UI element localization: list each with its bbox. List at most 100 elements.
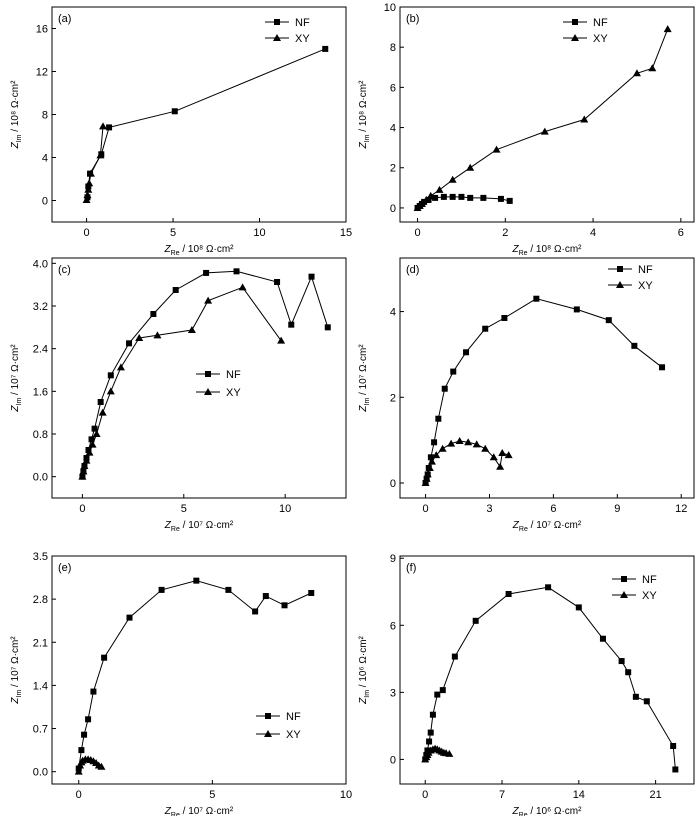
data-point-b-nf: [506, 197, 513, 204]
x-tick-label-b: 4: [590, 227, 596, 239]
data-point-c-xy: [153, 331, 162, 339]
legend-label-f: NF: [642, 574, 657, 586]
data-point-b-nf: [467, 194, 474, 201]
data-point-d-xy: [464, 438, 473, 446]
panel-c: 0 5 10 0.0 0.8 1.6 2.4 3.2 4.0 (c) ZRe / 10⁷ Ω·cm²…: [10, 257, 347, 533]
data-point-f-nf: [434, 691, 441, 698]
y-tick-label-f: 0: [390, 754, 396, 766]
data-point-c-xy: [135, 334, 144, 341]
data-point-b-nf: [449, 193, 456, 200]
data-point-a-xy: [96, 151, 105, 159]
legend-label-e: NF: [286, 711, 301, 723]
y-tick-label-b: 10: [384, 2, 396, 14]
y-tick-label-f: 3: [390, 687, 396, 699]
plot-frame-e: [51, 555, 347, 785]
x-axis-title-a: ZRe / 10⁸ Ω·cm²: [164, 244, 235, 257]
panel-a: 0 5 10 15 0 4 8 12 16 (a) ZRe / 10⁸ Ω·cm² ZIm / 10⁸…: [10, 6, 352, 257]
y-tick-label-d: 2: [390, 392, 396, 404]
x-tick-label-d: 9: [614, 503, 620, 515]
x-tick-label-a: 10: [253, 227, 265, 239]
legend-marker-b: [572, 19, 578, 25]
data-point-e-nf: [85, 716, 92, 723]
y-tick-label-c: 1.6: [33, 386, 48, 398]
x-tick-label-b: 6: [678, 227, 684, 239]
legend-label-a: XY: [295, 33, 310, 45]
y-tick-label-d: 0: [390, 478, 396, 490]
data-point-c-nf: [150, 311, 157, 317]
data-point-e-nf: [252, 608, 259, 615]
data-point-d-nf: [427, 454, 434, 461]
x-tick-label-d: 6: [550, 503, 556, 515]
data-point-d-nf: [431, 439, 438, 446]
x-tick-label-f: 14: [573, 789, 585, 801]
data-point-c-nf: [91, 425, 98, 432]
panel-label-a: (a): [58, 13, 71, 25]
data-point-c-nf: [126, 340, 133, 347]
y-tick-label-a: 16: [36, 24, 48, 36]
data-point-e-nf: [308, 589, 315, 596]
y-tick-label-c: 2.4: [33, 344, 48, 356]
data-point-f-nf: [625, 669, 632, 676]
data-point-c-nf: [172, 287, 179, 293]
y-tick-label-b: 4: [390, 123, 396, 135]
data-point-c-xy: [238, 283, 247, 291]
data-point-d-nf: [605, 317, 612, 324]
x-tick-label-d: 3: [486, 503, 492, 515]
y-tick-label-b: 2: [390, 163, 396, 175]
x-tick-label-e: 5: [209, 789, 215, 801]
y-axis-title-e: ZIm / 10⁷ Ω·cm²: [10, 636, 23, 705]
data-point-e-nf: [225, 586, 232, 593]
plot-frame-f: [399, 555, 695, 785]
data-point-a-xy: [99, 122, 108, 130]
data-point-b-xy: [663, 25, 672, 33]
data-point-d-xy: [432, 451, 441, 459]
legend-marker-f: [620, 591, 628, 598]
data-point-c-xy: [79, 467, 88, 475]
data-point-c-nf: [233, 268, 240, 275]
data-point-c-nf: [288, 321, 295, 328]
data-point-c-xy: [80, 462, 89, 469]
legend-f: NF XY: [612, 574, 657, 602]
data-point-d-xy: [472, 440, 481, 448]
data-point-d-nf: [659, 364, 666, 371]
data-point-d-xy: [496, 462, 505, 470]
legend-marker-d: [617, 266, 623, 272]
legend-label-d: NF: [638, 264, 653, 276]
x-tick-label-a: 0: [84, 227, 90, 239]
data-point-b-xy: [580, 115, 589, 123]
data-point-f-nf: [426, 738, 433, 745]
panel-label-f: (f): [406, 562, 416, 574]
legend-marker-d: [616, 281, 624, 288]
data-point-d-nf: [501, 315, 508, 321]
y-tick-label-a: 0: [42, 196, 48, 208]
y-tick-label-a: 4: [42, 153, 48, 165]
data-point-f-nf: [632, 693, 639, 700]
data-point-a-xy: [84, 185, 93, 193]
x-axis-title-c: ZRe / 10⁷ Ω·cm²: [164, 520, 234, 533]
data-point-e-xy: [74, 767, 83, 775]
y-tick-label-c: 4.0: [33, 258, 48, 270]
data-point-b-nf: [432, 194, 439, 201]
x-tick-label-b: 2: [502, 227, 508, 239]
legend-label-c: NF: [226, 369, 241, 381]
legend-marker-b: [571, 34, 579, 41]
data-point-e-nf: [193, 577, 200, 584]
data-point-c-xy: [116, 363, 125, 371]
series-line-d-xy: [425, 440, 509, 484]
data-point-a-nf: [171, 108, 178, 115]
legend-label-e: XY: [286, 729, 301, 741]
data-point-d-xy: [422, 474, 431, 482]
data-point-c-xy: [78, 472, 87, 480]
data-point-f-nf: [643, 698, 650, 705]
data-point-c-nf: [85, 447, 92, 453]
data-point-e-nf: [78, 747, 85, 754]
data-point-f-xy: [445, 749, 454, 757]
panel-label-e: (e): [58, 562, 71, 574]
data-point-c-nf: [203, 269, 210, 276]
data-point-d-nf: [441, 385, 448, 392]
panel-label-c: (c): [58, 264, 71, 276]
data-point-a-nf: [106, 124, 113, 131]
data-point-c-xy: [187, 326, 196, 333]
data-point-f-nf: [670, 743, 677, 749]
y-tick-label-e: 3.5: [33, 551, 48, 563]
